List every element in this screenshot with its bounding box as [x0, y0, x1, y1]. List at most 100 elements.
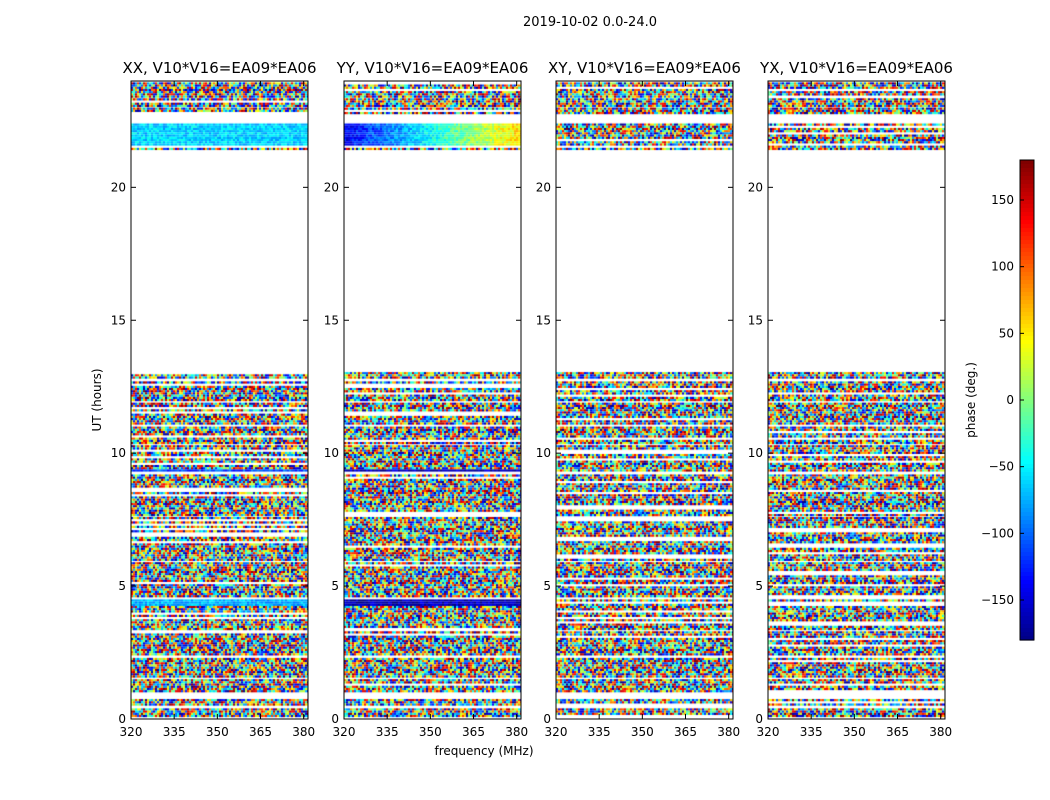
y-tick-label: 20	[111, 180, 126, 194]
x-tick-label: 365	[886, 725, 909, 739]
colorbar-tick-label: 150	[991, 193, 1014, 207]
colorbar-segment	[1020, 388, 1034, 393]
colorbar-segment	[1020, 428, 1034, 433]
y-tick-label: 10	[111, 446, 126, 460]
colorbar-segment	[1020, 540, 1034, 545]
colorbar-segment	[1020, 516, 1034, 521]
colorbar: 150 100 50 0 −50 −100 −150	[981, 159, 1035, 641]
colorbar-segment	[1020, 168, 1034, 173]
colorbar-segment	[1020, 560, 1034, 565]
colorbar-segment	[1020, 192, 1034, 197]
x-tick-label: 335	[588, 725, 611, 739]
y-tick-label: 15	[536, 313, 551, 327]
colorbar-segment	[1020, 412, 1034, 417]
y-tick-label: 5	[118, 579, 126, 593]
colorbar-segment	[1020, 548, 1034, 553]
colorbar-segment	[1020, 208, 1034, 213]
colorbar-segment	[1020, 500, 1034, 505]
x-tick-label: 335	[800, 725, 823, 739]
colorbar-segment	[1020, 312, 1034, 317]
panel-yx: YX, V10*V16=EA09*EA06 320 335 350 365 380 0 5 10…	[748, 59, 953, 739]
colorbar-segment	[1020, 332, 1034, 337]
colorbar-segment	[1020, 376, 1034, 381]
colorbar-segment	[1020, 256, 1034, 261]
colorbar-segment	[1020, 248, 1034, 253]
colorbar-label: phase (deg.)	[964, 362, 978, 438]
colorbar-segment	[1020, 268, 1034, 273]
y-tick-label: 10	[536, 446, 551, 460]
colorbar-segment	[1020, 440, 1034, 445]
colorbar-segment	[1020, 188, 1034, 193]
colorbar-segment	[1020, 304, 1034, 309]
colorbar-segment	[1020, 480, 1034, 485]
y-tick-label: 5	[331, 579, 339, 593]
colorbar-segment	[1020, 520, 1034, 525]
figure-suptitle: 2019-10-02 0.0-24.0	[523, 15, 657, 30]
x-tick-label: 335	[376, 725, 399, 739]
colorbar-segment	[1020, 396, 1034, 401]
axes-frame	[343, 80, 522, 720]
heatmap-image	[131, 81, 308, 719]
colorbar-segment	[1020, 624, 1034, 629]
colorbar-segment	[1020, 576, 1034, 581]
colorbar-segment	[1020, 300, 1034, 305]
panel-title: XY, V10*V16=EA09*EA06	[548, 59, 741, 77]
x-tick-label: 320	[545, 725, 568, 739]
colorbar-segment	[1020, 416, 1034, 421]
colorbar-segment	[1020, 164, 1034, 169]
x-tick-label: 350	[419, 725, 442, 739]
x-tick-label: 350	[631, 725, 654, 739]
colorbar-segment	[1020, 568, 1034, 573]
colorbar-segment	[1020, 292, 1034, 297]
colorbar-segment	[1020, 204, 1034, 209]
colorbar-tick-label: 100	[991, 260, 1014, 274]
colorbar-segment	[1020, 400, 1034, 405]
colorbar-segment	[1020, 544, 1034, 549]
colorbar-segment	[1020, 368, 1034, 373]
panel-title: YX, V10*V16=EA09*EA06	[759, 59, 953, 77]
y-tick-label: 20	[748, 180, 763, 194]
heatmap-image	[556, 81, 733, 719]
colorbar-segment	[1020, 476, 1034, 481]
colorbar-segment	[1020, 528, 1034, 533]
colorbar-segment	[1020, 356, 1034, 361]
colorbar-segment	[1020, 620, 1034, 625]
y-tick-label: 0	[543, 712, 551, 726]
x-tick-label: 365	[674, 725, 697, 739]
colorbar-segment	[1020, 236, 1034, 241]
colorbar-segment	[1020, 552, 1034, 557]
colorbar-segment	[1020, 472, 1034, 477]
colorbar-segment	[1020, 224, 1034, 229]
panel-yy: YY, V10*V16=EA09*EA06 320 335 350 365 380 0 5 10…	[324, 59, 529, 739]
colorbar-segment	[1020, 424, 1034, 429]
x-tick-label: 350	[206, 725, 229, 739]
y-tick-label: 15	[111, 313, 126, 327]
colorbar-segment	[1020, 608, 1034, 613]
colorbar-tick-label: −100	[981, 526, 1014, 540]
x-tick-label: 335	[163, 725, 186, 739]
colorbar-segment	[1020, 628, 1034, 633]
colorbar-segment	[1020, 340, 1034, 345]
colorbar-segment	[1020, 252, 1034, 257]
colorbar-segment	[1020, 328, 1034, 333]
colorbar-segment	[1020, 484, 1034, 489]
colorbar-segment	[1020, 276, 1034, 281]
colorbar-segment	[1020, 600, 1034, 605]
colorbar-segment	[1020, 572, 1034, 577]
panel-title: XX, V10*V16=EA09*EA06	[122, 59, 316, 77]
colorbar-segment	[1020, 596, 1034, 601]
colorbar-segment	[1020, 448, 1034, 453]
colorbar-segment	[1020, 612, 1034, 617]
y-tick-label: 15	[748, 313, 763, 327]
x-tick-label: 320	[333, 725, 356, 739]
colorbar-segment	[1020, 436, 1034, 441]
colorbar-segment	[1020, 536, 1034, 541]
colorbar-segment	[1020, 468, 1034, 473]
colorbar-segment	[1020, 232, 1034, 237]
colorbar-segment	[1020, 616, 1034, 621]
axes-frame	[555, 80, 734, 720]
colorbar-segment	[1020, 404, 1034, 409]
y-tick-label: 0	[755, 712, 763, 726]
axes-frame	[767, 80, 946, 720]
